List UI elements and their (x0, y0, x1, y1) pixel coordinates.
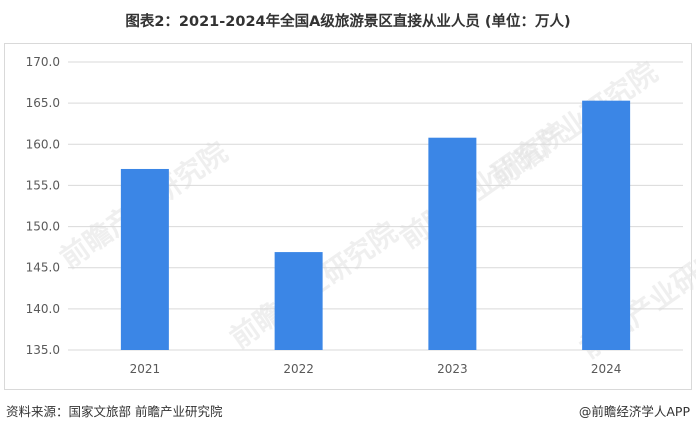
x-tick-label: 2024 (591, 362, 622, 376)
bar-chart: 135.0 140.0 145.0 150.0 155.0 160.0 165.0 170.0… (26, 55, 683, 376)
bar-2023 (428, 137, 477, 350)
x-tick-label: 2022 (283, 362, 314, 376)
brand-label: @前瞻经济学人APP (578, 404, 690, 419)
y-tick-label: 135.0 (26, 343, 60, 357)
chart-title: 图表2：2021-2024年全国A级旅游景区直接从业人员 (单位：万人) (125, 14, 571, 30)
y-tick-label: 160.0 (26, 137, 60, 151)
y-tick-label: 145.0 (26, 261, 60, 275)
y-tick-label: 165.0 (26, 96, 60, 110)
y-tick-label: 150.0 (26, 220, 60, 234)
x-tick-label: 2021 (130, 362, 161, 376)
source-note: 资料来源：国家文旅部 前瞻产业研究院 (6, 404, 223, 419)
bar-2022 (274, 252, 323, 350)
bar-2021 (120, 168, 169, 350)
chart-area: 前瞻产业研究院 前瞻产业研究院 前瞻产业研究院 前瞻产业研究院 前瞻产业研究院 … (4, 43, 696, 390)
x-tick-label: 2023 (437, 362, 468, 376)
bar-2024 (582, 100, 631, 350)
y-tick-label: 140.0 (26, 302, 60, 316)
y-tick-label: 155.0 (26, 178, 60, 192)
y-tick-label: 170.0 (26, 55, 60, 69)
